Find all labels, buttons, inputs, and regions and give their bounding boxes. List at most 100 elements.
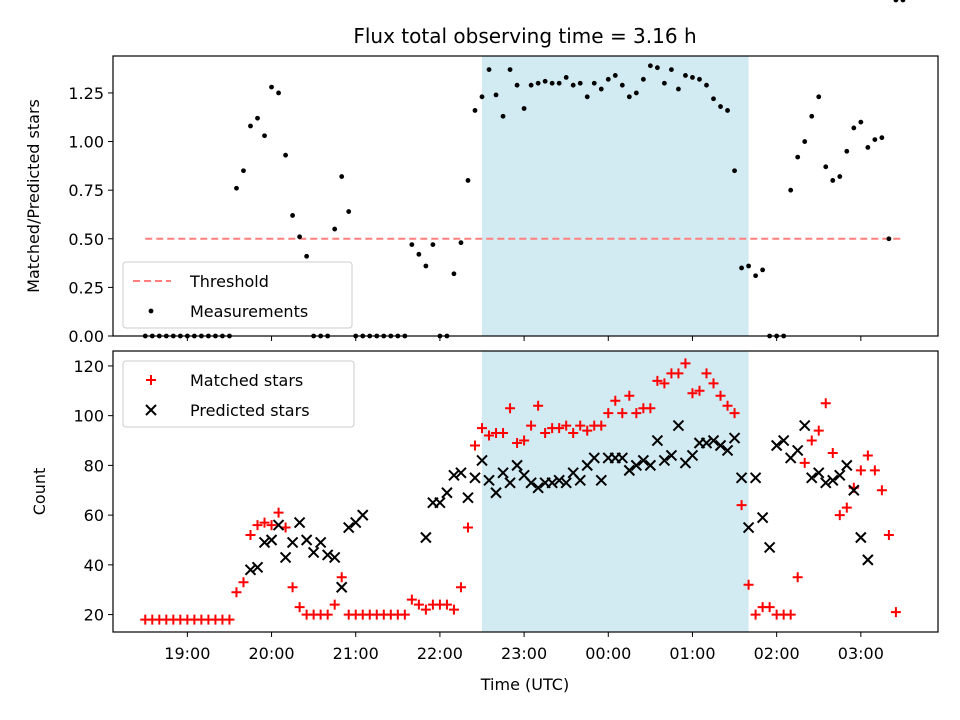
- measurement-point: [669, 67, 674, 73]
- measurement-point: [276, 90, 281, 96]
- measurement-point: [858, 119, 864, 125]
- matched-stars-point: [694, 385, 705, 396]
- predicted-stars-point: [791, 444, 804, 457]
- matched-stars-point: [259, 517, 270, 528]
- measurement-point: [269, 84, 274, 90]
- y-tick-label: 1.25: [68, 84, 104, 103]
- y-tick-label: 120: [73, 357, 104, 376]
- measurement-point: [872, 137, 878, 143]
- legend-measurements-swatch: [148, 308, 154, 314]
- matched-stars-point: [252, 520, 263, 531]
- measurement-point: [739, 265, 744, 271]
- measurement-point: [290, 213, 295, 218]
- predicted-stars-point: [686, 449, 699, 462]
- matched-stars-point: [834, 510, 845, 521]
- predicted-stars-point: [314, 536, 327, 549]
- predicted-stars-point: [756, 511, 769, 524]
- x-axis-label: Time (UTC): [480, 675, 569, 694]
- measurement-point: [633, 90, 639, 96]
- measurement-point: [788, 187, 794, 193]
- matched-stars-point: [729, 408, 740, 419]
- measurement-point: [423, 263, 429, 269]
- measurement-point: [500, 113, 506, 119]
- matched-stars-point: [680, 358, 691, 369]
- measurement-point: [760, 267, 766, 273]
- measurement-point: [346, 209, 352, 214]
- legend: Threshold Measurements: [122, 261, 353, 329]
- x-tick-label: 02:00: [754, 644, 800, 663]
- matched-stars-point: [519, 435, 530, 446]
- matched-stars-point: [561, 420, 572, 431]
- y-tick-label: 0.75: [68, 181, 104, 200]
- predicted-stars-point: [637, 454, 650, 467]
- predicted-stars-point: [258, 536, 271, 549]
- matched-stars-point: [645, 403, 656, 414]
- measurement-point: [816, 94, 822, 100]
- matched-stars-point: [505, 403, 516, 414]
- shaded-observing-interval: [482, 56, 749, 336]
- measurement-point: [697, 76, 702, 82]
- predicted-stars-point: [560, 477, 572, 489]
- measurement-point: [584, 94, 590, 100]
- axes-frame: [112, 55, 939, 337]
- measurement-point: [823, 164, 829, 170]
- predicted-stars-point: [799, 419, 811, 432]
- matched-stars-point: [687, 388, 698, 399]
- predicted-stars-point: [335, 581, 348, 593]
- predicted-stars-point: [848, 484, 860, 496]
- legend: Matched stars Predicted stars: [122, 360, 355, 428]
- predicted-stars-point: [777, 434, 790, 447]
- predicted-stars-point: [700, 437, 713, 449]
- measurement-point: [507, 67, 513, 73]
- predicted-stars-point: [834, 469, 846, 482]
- matched-stars-point: [806, 435, 817, 446]
- axes-frame: [112, 350, 939, 633]
- matched-stars-point: [617, 408, 628, 419]
- matched-stars-point: [743, 579, 754, 590]
- x-tick-label: 21:00: [333, 644, 379, 663]
- measurement-point: [339, 174, 345, 179]
- matched-stars-point: [841, 502, 852, 513]
- predicted-stars-point: [532, 482, 544, 494]
- legend-label: Measurements: [190, 302, 308, 321]
- measurement-point: [283, 152, 288, 158]
- matched-stars-point: [406, 594, 417, 605]
- matched-stars-point: [813, 425, 824, 436]
- predicted-stars-point: [321, 549, 334, 561]
- predicted-stars-point: [644, 459, 657, 472]
- matched-stars-point: [876, 485, 887, 496]
- predicted-stars-point: [862, 554, 874, 566]
- measurement-point: [640, 76, 646, 82]
- matched-stars-point: [238, 577, 249, 588]
- measurement-point: [732, 168, 737, 174]
- measurement-point: [458, 240, 464, 246]
- matched-stars-point: [792, 572, 803, 583]
- predicted-stars-point: [820, 477, 832, 489]
- y-tick-label: 20: [84, 606, 104, 625]
- predicted-stars-point: [525, 477, 537, 489]
- measurement-point: [612, 73, 618, 78]
- measurement-point: [234, 185, 239, 191]
- predicted-stars-point: [357, 509, 369, 521]
- predicted-stars-point: [658, 454, 671, 467]
- matched-stars-point: [231, 587, 242, 598]
- matched-stars-point: [883, 530, 894, 541]
- y-tick-label: 100: [73, 407, 104, 426]
- measurement-point: [255, 115, 260, 121]
- predicted-stars-point: [630, 459, 643, 472]
- x-tick-label: 20:00: [248, 644, 294, 663]
- x-tick-label: 01:00: [669, 644, 715, 663]
- matched-stars-point: [245, 530, 256, 541]
- measurement-point: [711, 96, 716, 102]
- measurement-point: [563, 74, 569, 80]
- measurement-point: [662, 80, 667, 86]
- predicted-stars-point: [623, 464, 636, 477]
- matched-stars-point: [224, 614, 235, 625]
- measurement-point: [619, 82, 625, 88]
- x-tick-label: 00:00: [585, 644, 631, 663]
- matched-stars-point: [750, 609, 761, 620]
- matched-stars-point: [659, 378, 670, 389]
- matched-stars-point: [652, 375, 663, 386]
- measurement-point: [718, 104, 723, 109]
